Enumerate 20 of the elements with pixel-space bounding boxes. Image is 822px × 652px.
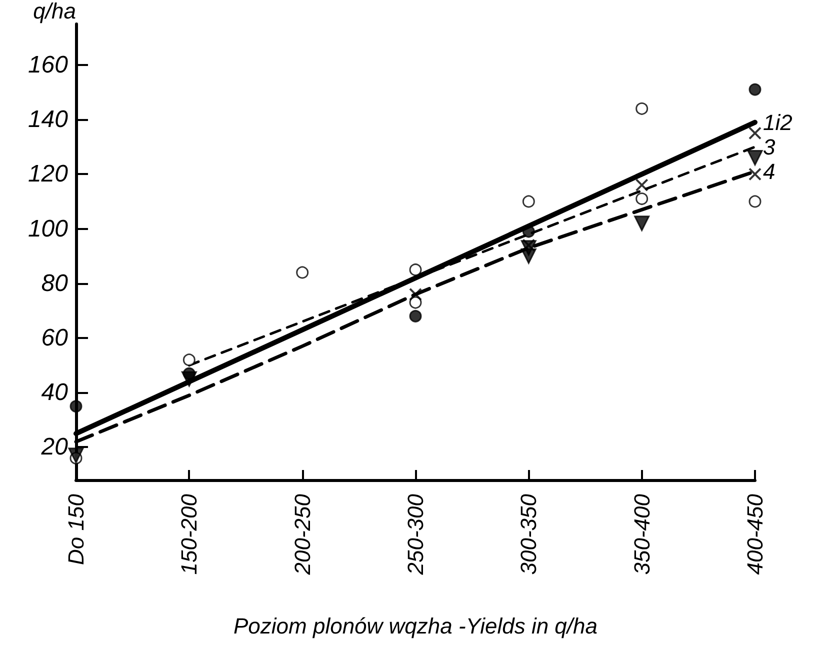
x-tick-label: 400-450 <box>742 493 768 575</box>
y-tick-label: 40 <box>41 379 69 406</box>
y-tick-label: 20 <box>40 434 69 461</box>
x-tick-label: 200-250 <box>290 493 315 576</box>
y-tick-label: 160 <box>28 51 69 78</box>
y-tick-label: 120 <box>28 160 69 188</box>
series-label: 4 <box>763 158 776 184</box>
y-tick-label: 80 <box>41 270 69 297</box>
y-axis-title: q/ha <box>33 0 76 24</box>
y-tick-label: 60 <box>41 324 69 352</box>
series-label: 1i2 <box>763 110 792 135</box>
y-tick-label: 100 <box>28 215 69 242</box>
x-tick-label: 350-400 <box>629 493 654 575</box>
x-tick-label: 150-200 <box>176 493 202 575</box>
x-tick-label: Do 150 <box>64 493 88 565</box>
series-label: 3 <box>763 134 776 160</box>
x-tick-label: 250-300 <box>403 493 428 576</box>
y-tick-label: 140 <box>28 106 69 134</box>
x-axis-title: Poziom plonów wqzha -Yields in q/ha <box>233 614 598 638</box>
x-tick-label: 300-350 <box>516 493 542 575</box>
